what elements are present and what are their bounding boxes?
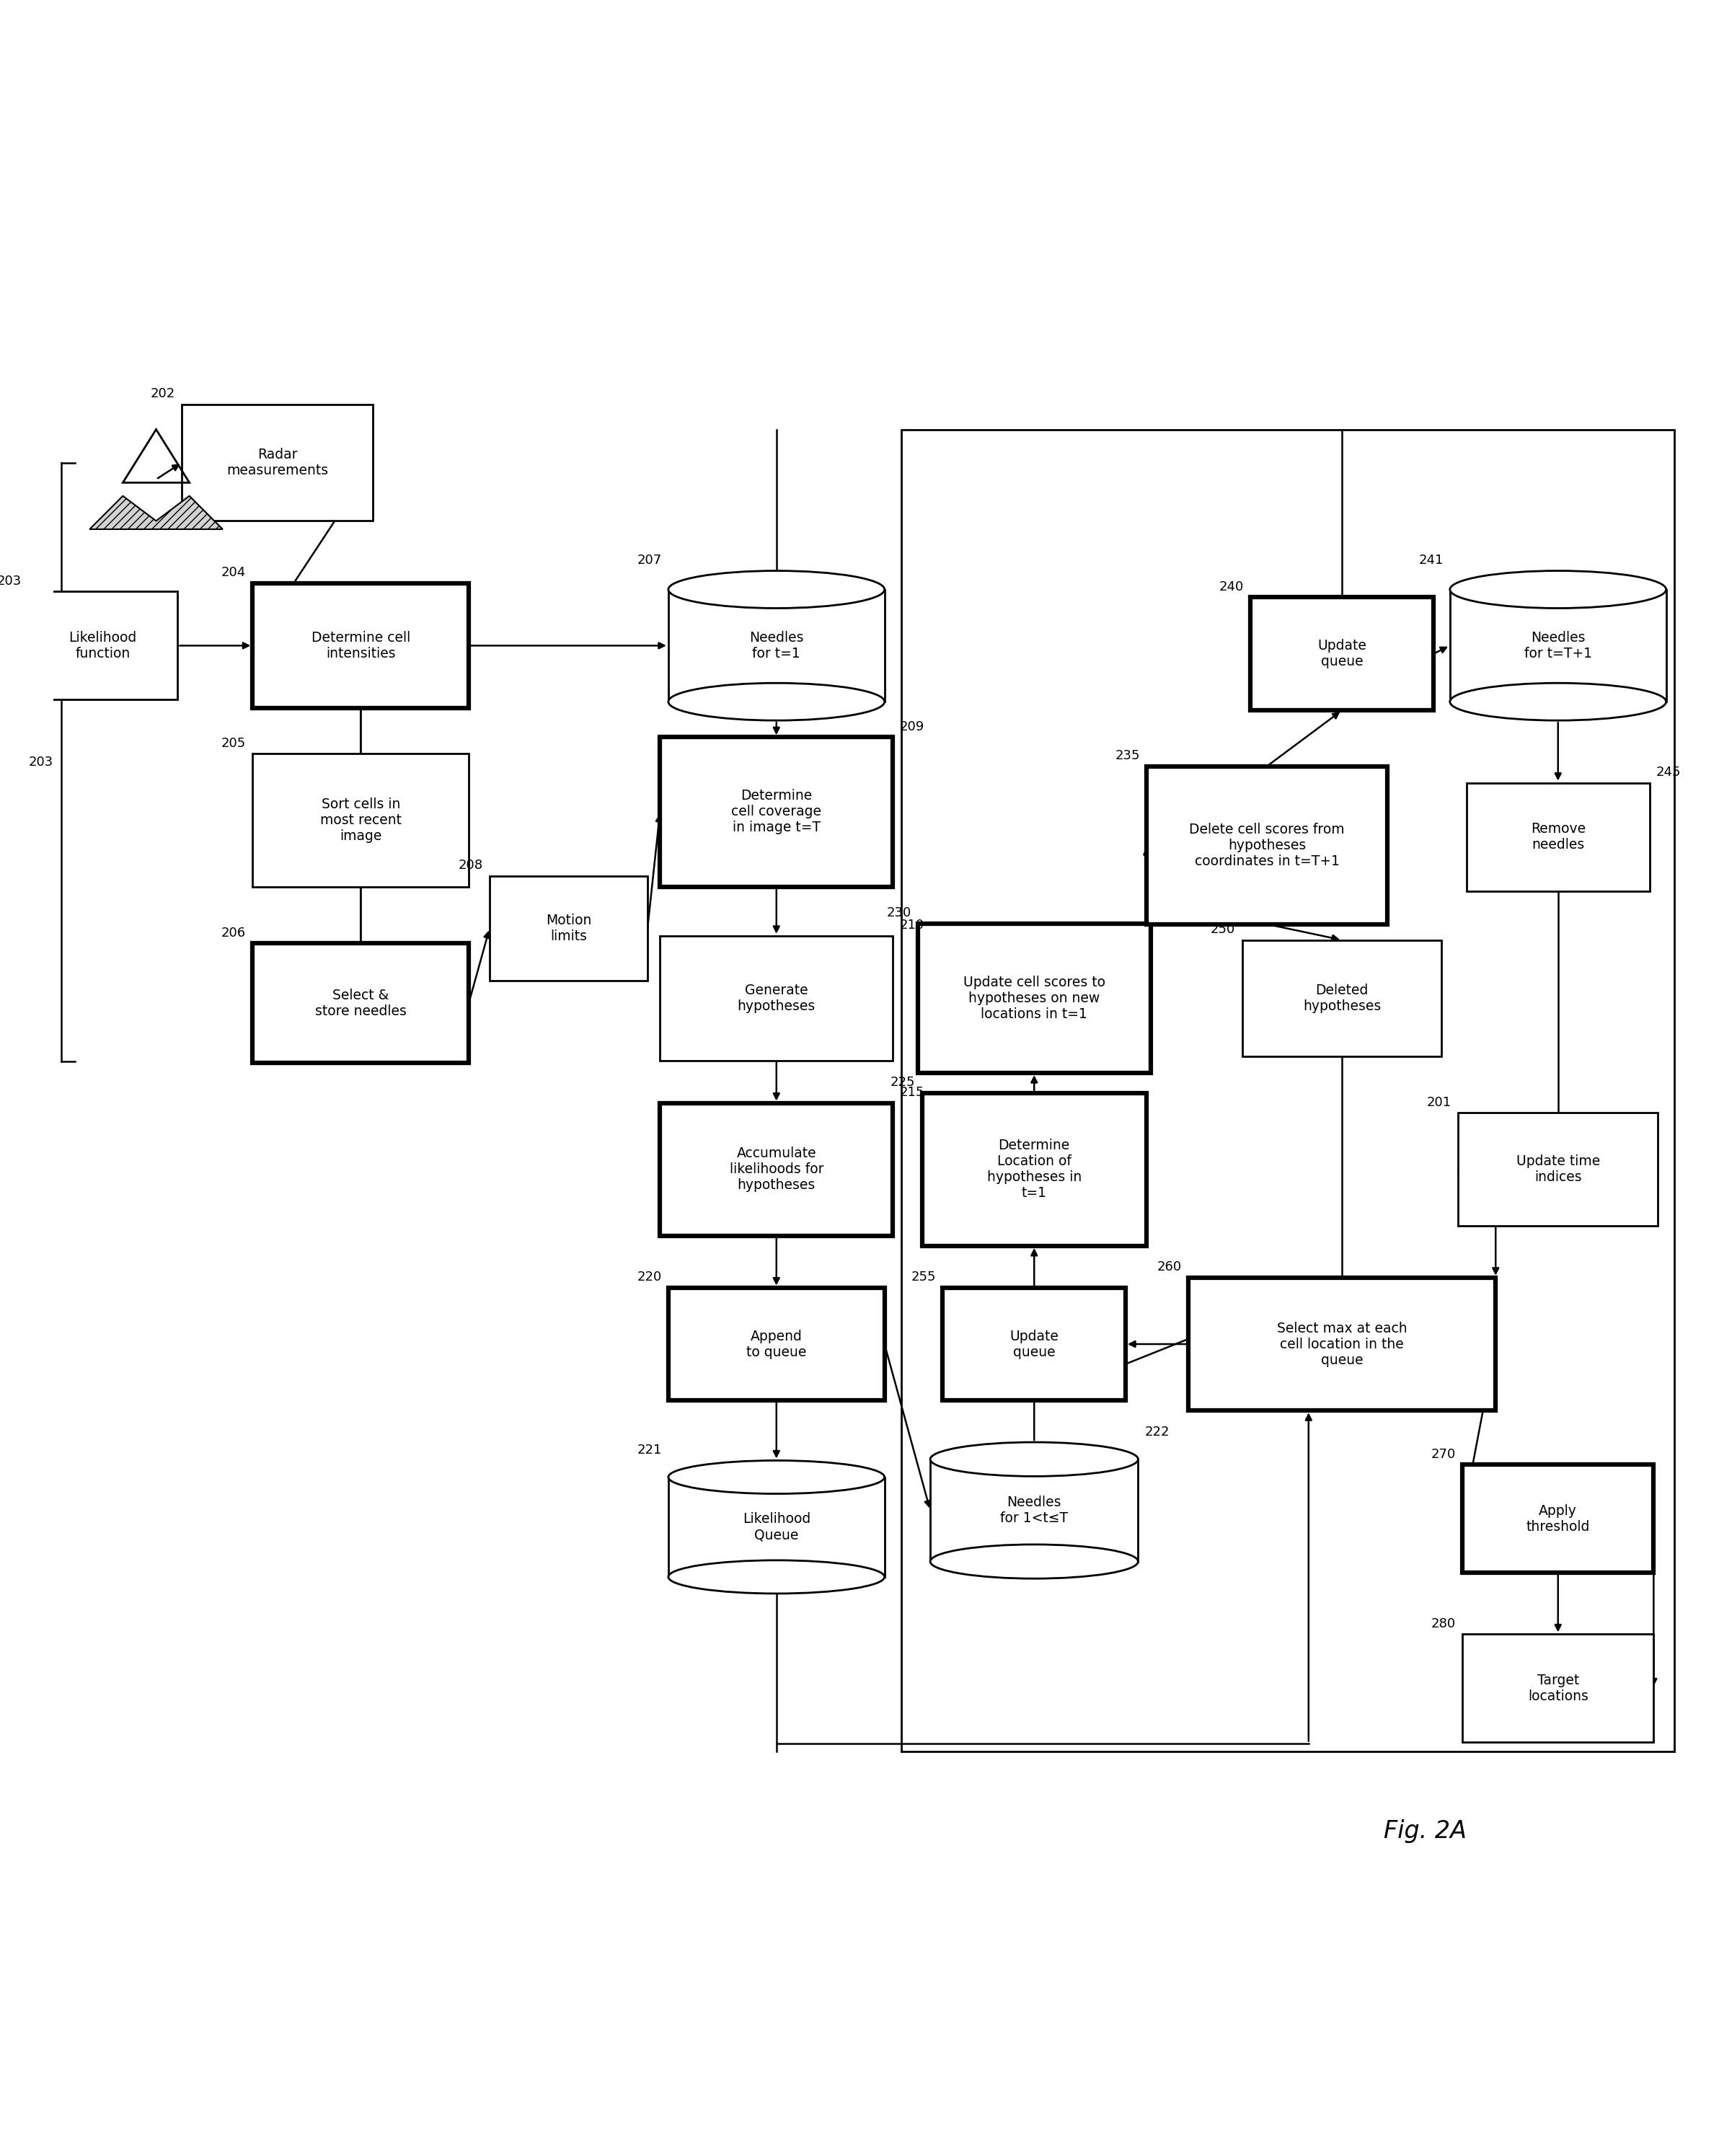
Text: Needles
for t=T+1: Needles for t=T+1	[1525, 632, 1592, 660]
FancyBboxPatch shape	[253, 944, 469, 1063]
Text: 250: 250	[1210, 923, 1236, 936]
Text: 225: 225	[890, 1076, 915, 1089]
Text: 270: 270	[1430, 1447, 1456, 1460]
Text: Select &
store needles: Select & store needles	[315, 987, 406, 1018]
Text: Determine
cell coverage
in image t=T: Determine cell coverage in image t=T	[731, 789, 822, 834]
FancyBboxPatch shape	[28, 591, 177, 701]
Text: Likelihood
function: Likelihood function	[69, 632, 138, 660]
FancyBboxPatch shape	[921, 1093, 1147, 1246]
Text: Target
locations: Target locations	[1528, 1673, 1588, 1703]
Text: 204: 204	[222, 567, 246, 580]
Text: Select max at each
cell location in the
queue: Select max at each cell location in the …	[1277, 1322, 1406, 1367]
Text: 220: 220	[638, 1270, 662, 1283]
Text: Apply
threshold: Apply threshold	[1526, 1505, 1590, 1533]
FancyBboxPatch shape	[660, 936, 892, 1061]
Text: 230: 230	[887, 906, 911, 918]
FancyBboxPatch shape	[253, 755, 469, 886]
Text: 215: 215	[899, 1087, 925, 1100]
Text: Append
to queue: Append to queue	[746, 1330, 806, 1358]
FancyBboxPatch shape	[1147, 765, 1387, 925]
Polygon shape	[89, 496, 223, 528]
FancyBboxPatch shape	[1463, 1634, 1654, 1742]
FancyBboxPatch shape	[669, 1287, 885, 1401]
Text: Generate
hypotheses: Generate hypotheses	[737, 983, 815, 1013]
Ellipse shape	[669, 1460, 885, 1494]
FancyBboxPatch shape	[1188, 1279, 1496, 1410]
Text: Delete cell scores from
hypotheses
coordinates in t=T+1: Delete cell scores from hypotheses coord…	[1190, 821, 1344, 869]
Text: 222: 222	[1145, 1425, 1169, 1438]
FancyBboxPatch shape	[918, 923, 1150, 1074]
Text: 235: 235	[1116, 750, 1140, 763]
Ellipse shape	[1449, 571, 1666, 608]
Text: Update time
indices: Update time indices	[1516, 1156, 1600, 1184]
Text: Determine
Location of
hypotheses in
t=1: Determine Location of hypotheses in t=1	[987, 1138, 1081, 1201]
Text: Update
queue: Update queue	[1317, 638, 1367, 668]
Text: Accumulate
likelihoods for
hypotheses: Accumulate likelihoods for hypotheses	[729, 1147, 823, 1192]
FancyBboxPatch shape	[1458, 1112, 1657, 1227]
Text: Update
queue: Update queue	[1009, 1330, 1059, 1358]
FancyBboxPatch shape	[490, 875, 648, 981]
Text: Update cell scores to
hypotheses on new
locations in t=1: Update cell scores to hypotheses on new …	[963, 975, 1105, 1022]
FancyBboxPatch shape	[660, 737, 892, 886]
Text: 210: 210	[899, 918, 925, 931]
Text: Determine cell
intensities: Determine cell intensities	[311, 632, 411, 660]
Ellipse shape	[669, 571, 885, 608]
FancyBboxPatch shape	[660, 1104, 892, 1235]
FancyBboxPatch shape	[253, 584, 469, 707]
FancyBboxPatch shape	[942, 1287, 1126, 1401]
Text: 208: 208	[459, 858, 483, 871]
Ellipse shape	[669, 683, 885, 720]
Text: Remove
needles: Remove needles	[1530, 821, 1585, 852]
Text: 245: 245	[1655, 765, 1681, 778]
FancyBboxPatch shape	[182, 405, 373, 522]
Text: Likelihood
Queue: Likelihood Queue	[743, 1511, 810, 1542]
Text: 280: 280	[1432, 1617, 1456, 1630]
Text: Motion
limits: Motion limits	[545, 914, 591, 942]
Text: Needles
for t=1: Needles for t=1	[749, 632, 803, 660]
Text: 260: 260	[1157, 1261, 1181, 1274]
Ellipse shape	[669, 1561, 885, 1593]
Text: 205: 205	[222, 737, 246, 750]
Text: Needles
for 1<t≤T: Needles for 1<t≤T	[1000, 1496, 1067, 1524]
Ellipse shape	[930, 1544, 1138, 1578]
Text: Fig. 2A: Fig. 2A	[1384, 1820, 1466, 1843]
Text: 201: 201	[1427, 1095, 1451, 1108]
FancyBboxPatch shape	[1463, 1464, 1654, 1572]
Ellipse shape	[930, 1442, 1138, 1477]
Text: 255: 255	[911, 1270, 937, 1283]
FancyBboxPatch shape	[1250, 597, 1434, 711]
FancyBboxPatch shape	[1466, 783, 1650, 890]
Text: 209: 209	[899, 720, 925, 733]
Text: 202: 202	[151, 388, 175, 401]
Ellipse shape	[1449, 683, 1666, 720]
Text: 203: 203	[28, 755, 53, 768]
Text: 221: 221	[636, 1445, 662, 1457]
FancyBboxPatch shape	[1243, 940, 1442, 1056]
Text: Radar
measurements: Radar measurements	[227, 448, 328, 476]
Text: 203: 203	[0, 576, 21, 589]
Text: Deleted
hypotheses: Deleted hypotheses	[1303, 983, 1380, 1013]
Text: Sort cells in
most recent
image: Sort cells in most recent image	[320, 798, 402, 843]
Text: 240: 240	[1219, 580, 1245, 593]
Text: 206: 206	[222, 927, 246, 940]
Text: 241: 241	[1418, 554, 1444, 567]
Text: 207: 207	[638, 554, 662, 567]
